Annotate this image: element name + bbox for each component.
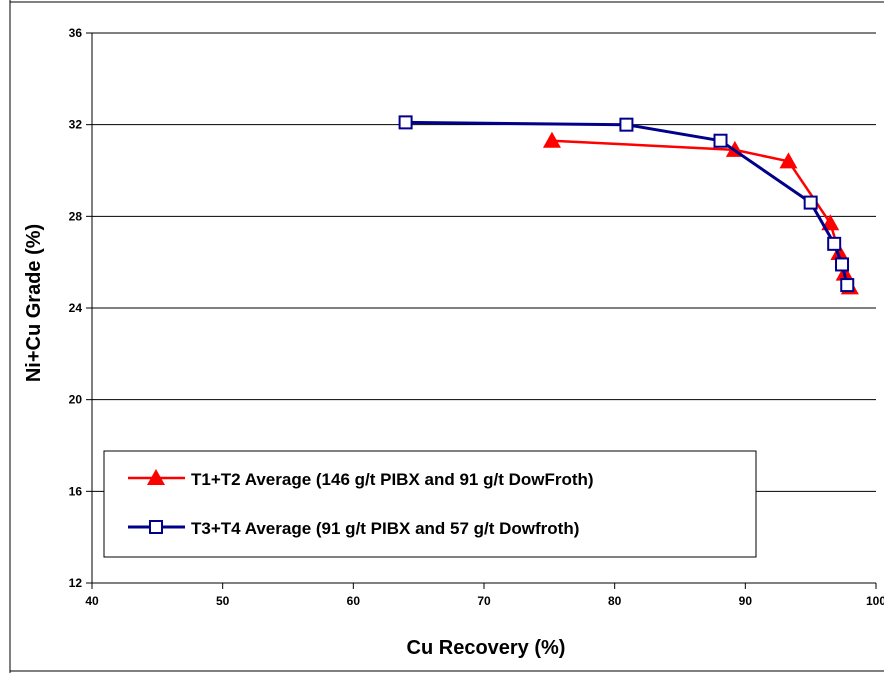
series-1-point-2: [713, 133, 728, 148]
series-1-point-1: [619, 117, 634, 132]
axes: 12 16 20 24 28 32 36 40 50 60 70 80 90 100: [69, 26, 884, 608]
y-tick-label-32: 32: [69, 118, 83, 132]
legend-marker-t1t2: [147, 469, 165, 485]
series-1-point-5: [835, 257, 850, 272]
x-tick-label-80: 80: [608, 594, 622, 608]
y-tick-label-36: 36: [69, 26, 83, 40]
x-tick-label-100: 100: [866, 594, 884, 608]
series-1-point-6: [840, 278, 855, 293]
series-1-point-0: [398, 115, 413, 130]
series-1-point-4: [827, 236, 842, 251]
y-tick-label-24: 24: [69, 301, 83, 315]
series-layer: [398, 115, 859, 295]
series-1-point-3: [803, 195, 818, 210]
x-axis-title: Cu Recovery (%): [407, 637, 566, 659]
legend-box: [103, 450, 757, 558]
series-0-point-4: [830, 244, 849, 260]
legend-label-t1t2: T1+T2 Average (146 g/t PIBX and 91 g/t D…: [191, 470, 594, 489]
x-tick-label-90: 90: [739, 594, 753, 608]
series-0-point-2: [779, 152, 798, 169]
y-axis-title: Ni+Cu Grade (%): [23, 224, 45, 382]
legend-label-t3t4: T3+T4 Average (91 g/t PIBX and 57 g/t Do…: [191, 519, 579, 538]
legend-marker-t3t4: [149, 520, 163, 534]
x-tick-label-70: 70: [477, 594, 491, 608]
x-tick-label-50: 50: [216, 594, 230, 608]
y-tick-label-12: 12: [69, 576, 83, 590]
y-tick-label-16: 16: [69, 484, 83, 498]
x-tick-label-60: 60: [347, 594, 361, 608]
legend: T1+T2 Average (146 g/t PIBX and 91 g/t D…: [103, 450, 757, 558]
series-0-point-0: [542, 131, 561, 148]
x-tick-label-40: 40: [85, 594, 99, 608]
y-tick-label-20: 20: [69, 393, 83, 407]
y-tick-label-28: 28: [69, 209, 83, 223]
